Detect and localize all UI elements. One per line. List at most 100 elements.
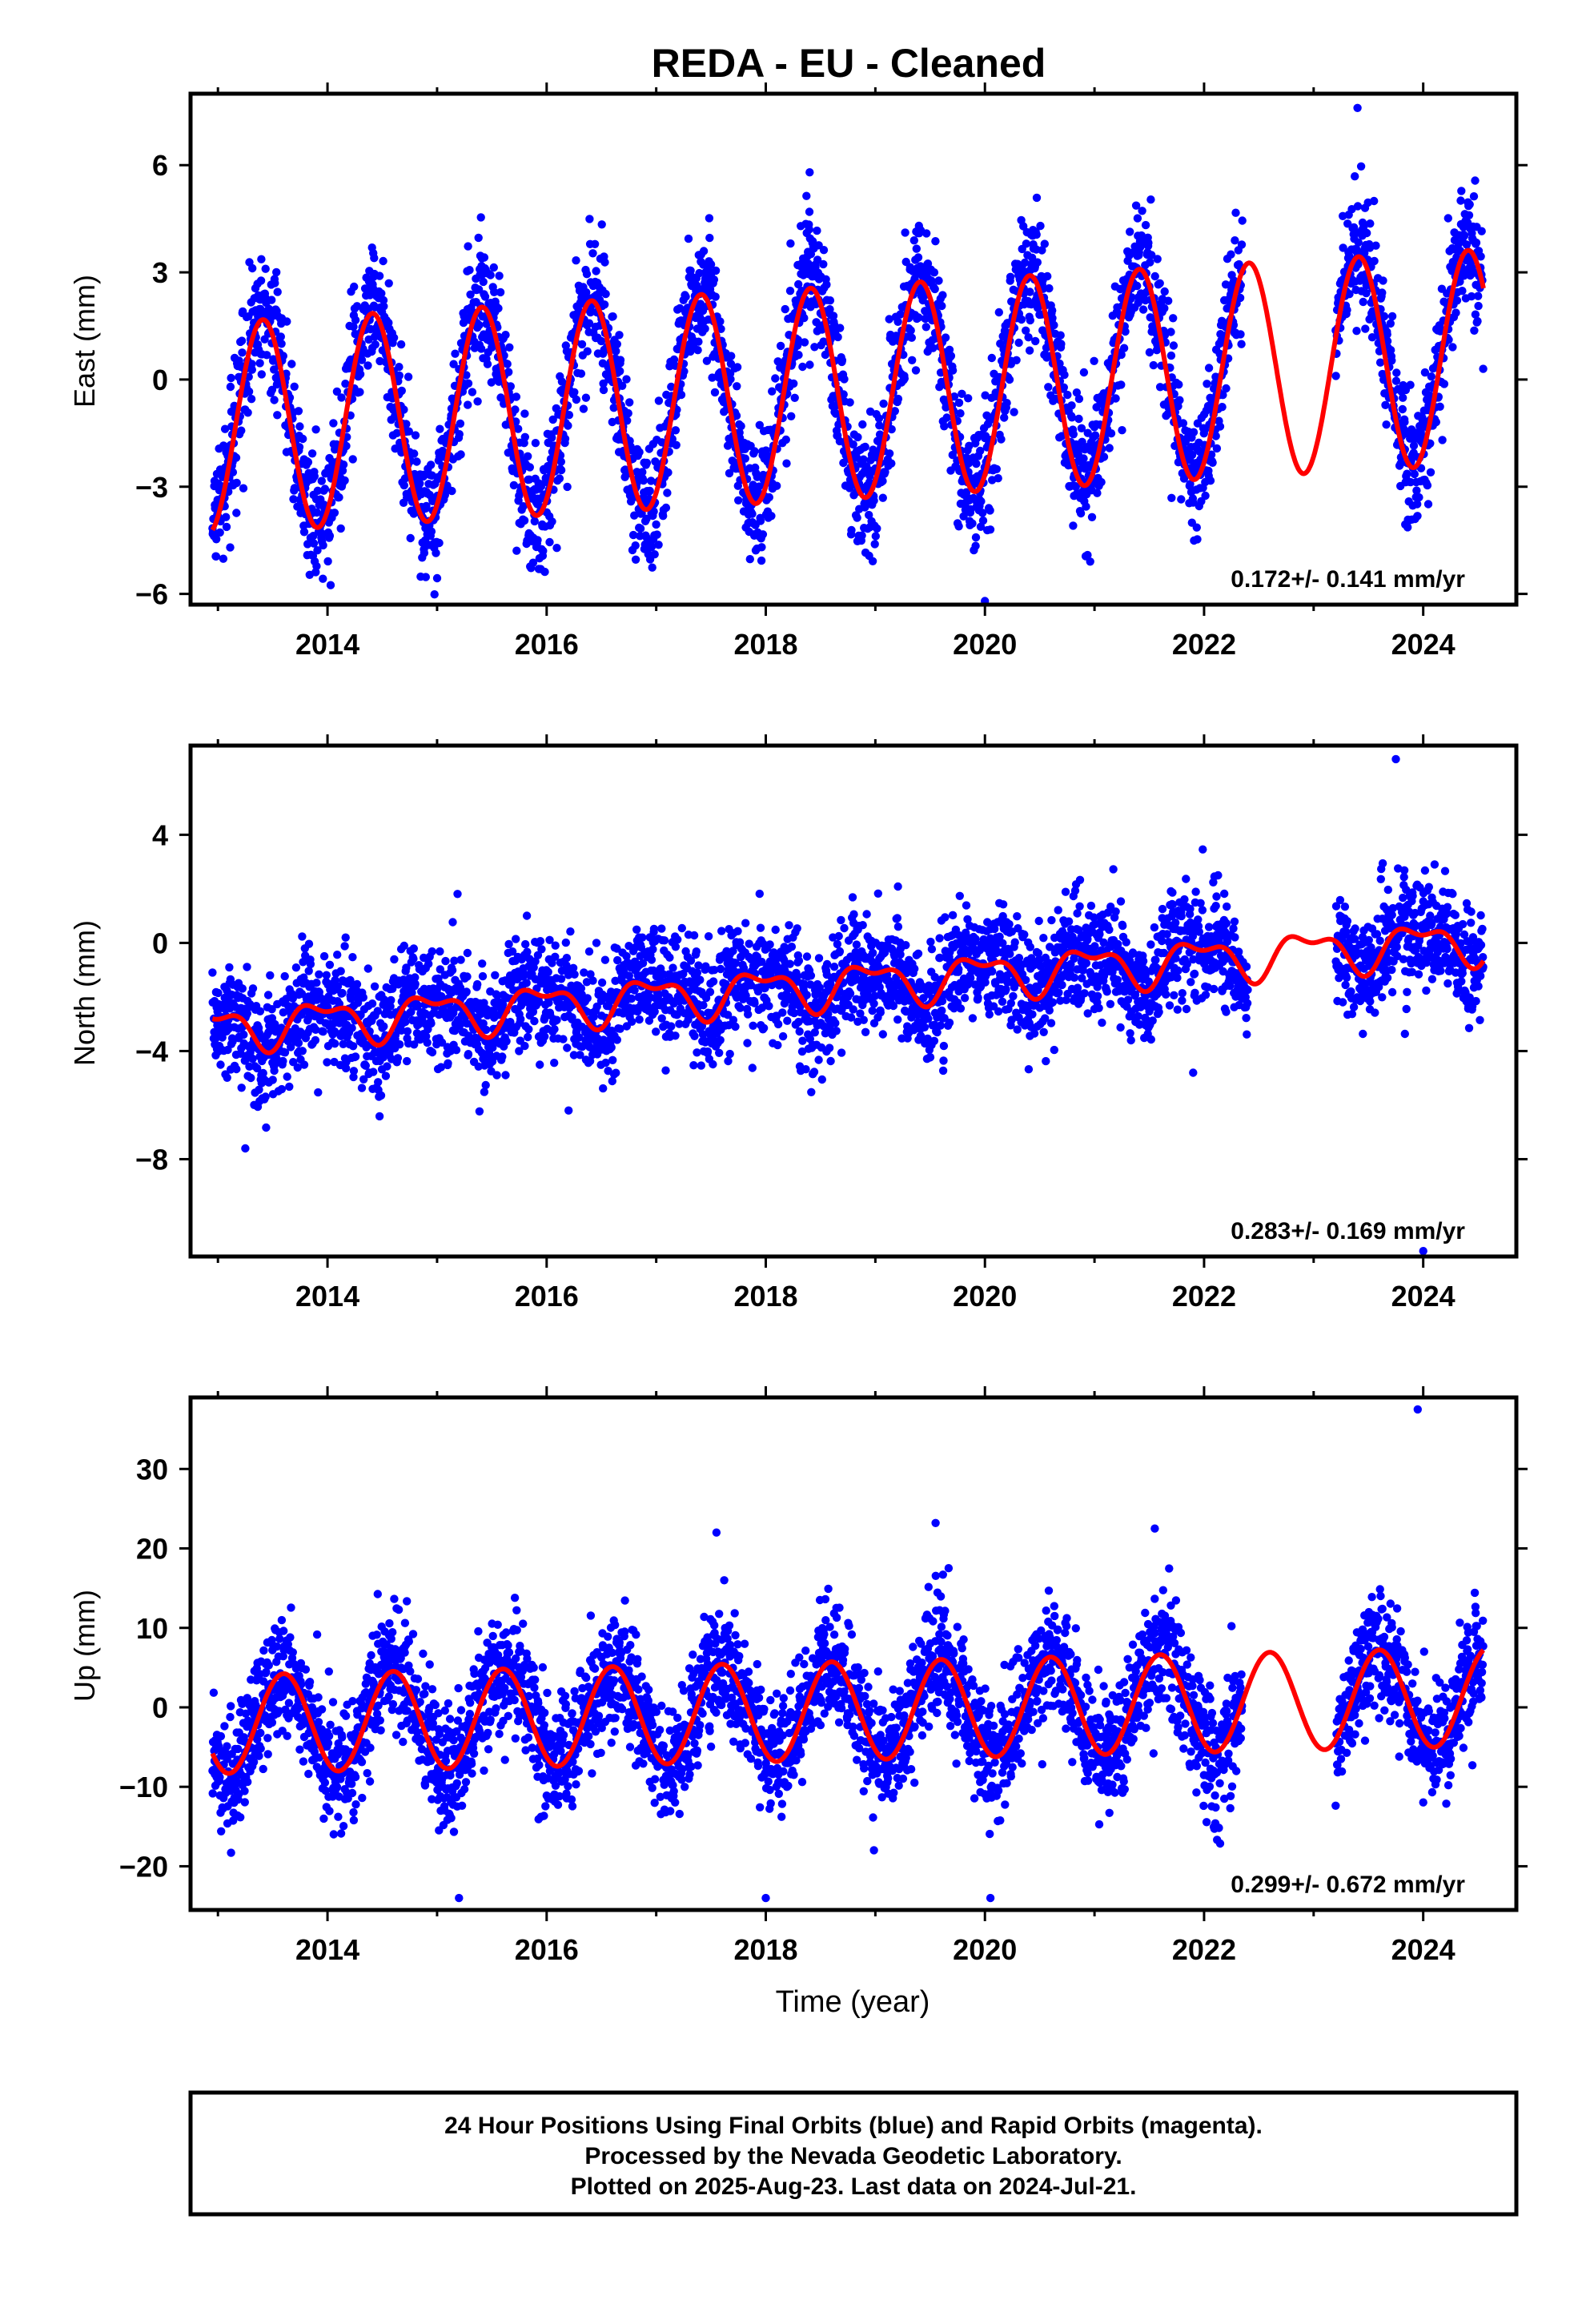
- east-data-point: [1227, 250, 1235, 259]
- north-data-point: [248, 1054, 257, 1063]
- east-data-point: [946, 352, 956, 360]
- east-data-point: [279, 352, 287, 360]
- north-data-point: [340, 942, 349, 951]
- east-data-point: [222, 522, 231, 532]
- north-data-point: [612, 1035, 621, 1044]
- east-data-point: [1036, 221, 1045, 231]
- east-data-point: [1452, 308, 1460, 317]
- east-data-point: [270, 396, 279, 404]
- north-data-point: [225, 963, 234, 972]
- east-data-point: [552, 544, 561, 553]
- east-data-point: [994, 474, 1002, 483]
- north-data-point: [478, 959, 487, 968]
- east-data-point: [402, 420, 411, 428]
- east-data-point: [1423, 500, 1433, 509]
- north-data-point: [268, 1076, 277, 1084]
- east-data-point: [1471, 176, 1480, 185]
- north-data-point: [452, 1046, 461, 1055]
- east-data-point: [303, 457, 313, 467]
- east-data-point: [705, 214, 714, 223]
- east-data-point: [615, 331, 624, 340]
- east-data-point: [1141, 220, 1150, 230]
- east-data-point: [494, 304, 503, 313]
- north-data-point: [715, 1048, 724, 1058]
- east-data-point: [1043, 271, 1052, 281]
- east-data-point: [421, 573, 430, 581]
- east-data-point: [1012, 356, 1021, 364]
- east-x-tick-label: 2018: [733, 628, 797, 661]
- east-data-point: [1118, 426, 1126, 435]
- east-data-point: [294, 407, 303, 416]
- east-data-point: [420, 549, 429, 557]
- east-data-point: [878, 493, 888, 502]
- east-data-point: [1166, 351, 1176, 360]
- north-data-point: [299, 1060, 309, 1069]
- east-data-point: [336, 524, 345, 533]
- east-data-point: [232, 478, 241, 488]
- north-data-point: [323, 1058, 331, 1067]
- north-data-point: [298, 1047, 307, 1055]
- east-data-point: [1164, 296, 1173, 305]
- north-data-point: [559, 1035, 568, 1043]
- east-data-point: [1423, 480, 1432, 490]
- east-data-point: [351, 316, 360, 324]
- east-data-point: [625, 398, 634, 407]
- north-data-point: [647, 955, 656, 964]
- east-data-point: [599, 385, 608, 395]
- east-data-point: [978, 516, 988, 525]
- east-data-point: [813, 226, 821, 235]
- north-data-point: [522, 979, 531, 987]
- east-data-point: [906, 326, 915, 335]
- east-data-point: [350, 282, 359, 292]
- east-data-point: [986, 525, 995, 534]
- east-data-point: [400, 474, 410, 483]
- east-data-point: [355, 388, 364, 396]
- east-data-point: [295, 443, 304, 452]
- east-data-point: [1413, 512, 1422, 521]
- east-data-point: [787, 412, 796, 420]
- east-data-point: [490, 287, 499, 296]
- east-data-point: [1370, 256, 1379, 266]
- east-data-point: [511, 405, 520, 414]
- east-data-point: [341, 380, 350, 388]
- east-data-point: [539, 546, 548, 556]
- north-data-point: [556, 975, 566, 983]
- east-data-point: [337, 393, 346, 402]
- north-data-point: [462, 987, 471, 996]
- east-data-point: [377, 289, 386, 298]
- north-data-point: [566, 927, 575, 936]
- east-data-point: [406, 533, 415, 543]
- north-data-point: [522, 911, 532, 920]
- east-data-point: [379, 256, 387, 266]
- east-x-tick-label: 2022: [1172, 628, 1236, 661]
- east-data-point: [326, 581, 335, 589]
- north-data-point: [689, 1061, 698, 1070]
- east-data-point: [370, 254, 379, 263]
- east-data-point: [836, 324, 845, 332]
- east-data-point: [1069, 521, 1078, 530]
- east-data-point: [624, 408, 632, 418]
- east-data-point: [505, 343, 514, 352]
- east-data-point: [220, 424, 230, 433]
- east-data-point: [1063, 390, 1072, 400]
- east-y-tick-label: 3: [152, 256, 168, 289]
- east-data-point: [348, 455, 357, 464]
- east-data-point: [311, 425, 320, 434]
- east-x-tick-label: 2014: [295, 628, 359, 661]
- east-data-point: [645, 486, 654, 496]
- east-data-point: [1002, 399, 1011, 408]
- east-data-point: [997, 435, 1006, 444]
- east-data-point: [319, 574, 327, 583]
- east-data-point: [520, 432, 529, 441]
- east-data-point: [1005, 375, 1014, 384]
- east-data-point: [1353, 202, 1363, 211]
- east-data-point: [1067, 401, 1076, 410]
- east-data-point: [231, 453, 241, 462]
- north-data-point: [705, 987, 715, 996]
- east-data-point: [271, 279, 279, 287]
- east-data-point: [436, 424, 444, 433]
- east-data-point: [650, 550, 659, 559]
- east-data-point: [921, 323, 931, 332]
- east-data-point: [805, 360, 814, 369]
- east-data-point: [1044, 383, 1053, 392]
